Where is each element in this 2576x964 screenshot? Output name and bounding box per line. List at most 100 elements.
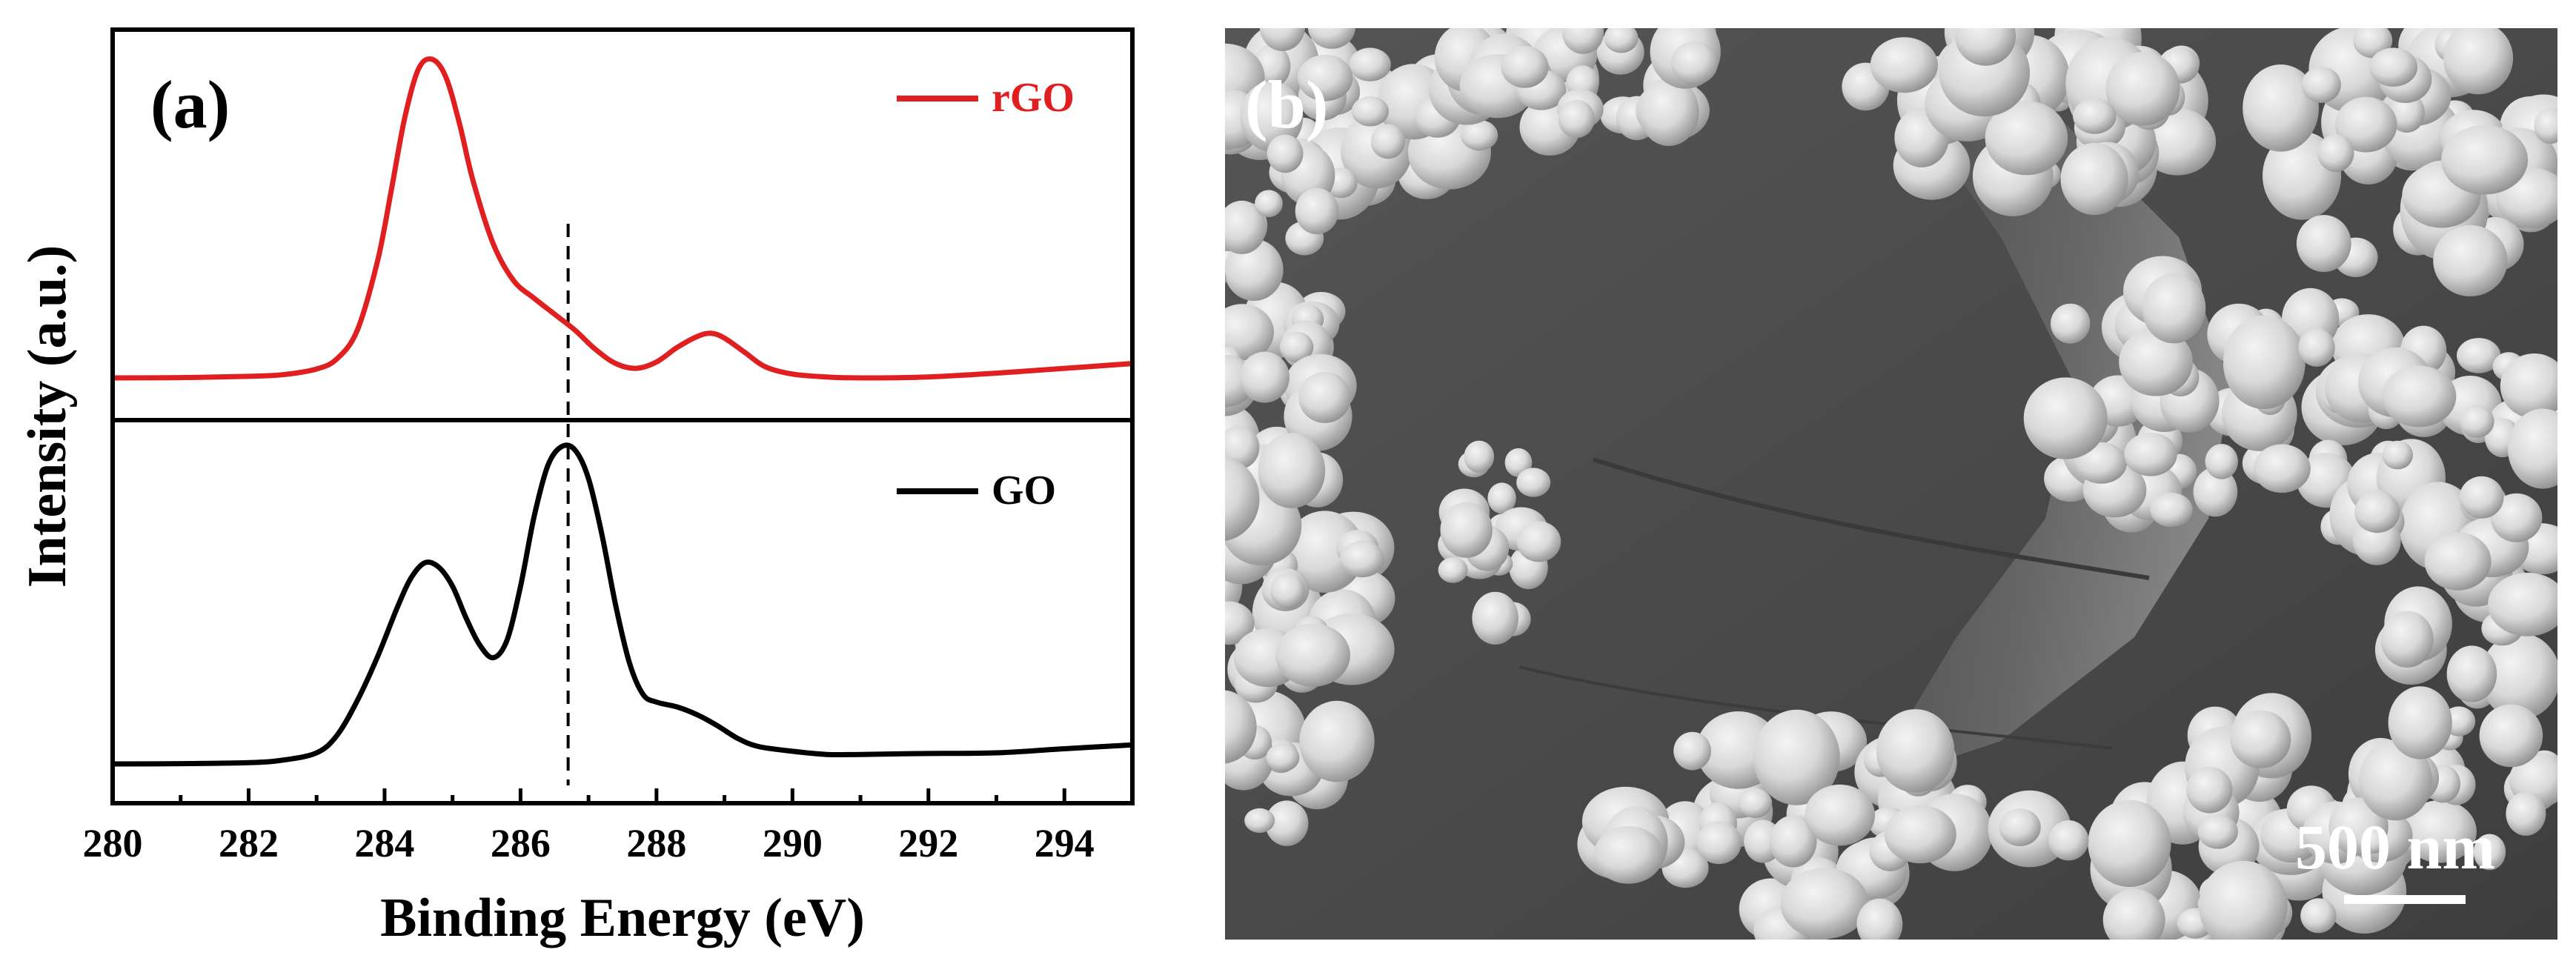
sem-particle	[2491, 493, 2543, 542]
sem-frame	[1224, 27, 2559, 941]
sem-particle	[1562, 27, 1604, 54]
panel-label-a: (a)	[150, 67, 230, 142]
sem-particle	[1224, 425, 1260, 470]
sem-particle	[2298, 328, 2335, 367]
sem-particle	[2223, 315, 2306, 410]
sem-particle	[2433, 225, 2508, 296]
sem-particle	[2253, 444, 2311, 493]
x-axis-ticks: 280 282 284 286 288 290 292 294	[83, 788, 1135, 865]
sem-particle	[1501, 46, 1549, 88]
sem-particle	[1267, 134, 1304, 173]
sem-particle	[1351, 96, 1389, 127]
scale-bar-label: 500 nm	[2295, 811, 2495, 882]
sem-particle	[1299, 700, 1375, 782]
sem-particle	[1780, 868, 1869, 940]
sem-particle	[2142, 273, 2206, 344]
sem-particle	[1464, 440, 1495, 473]
sem-particle	[1516, 468, 1551, 497]
sem-particle	[1224, 239, 1284, 301]
sem-particle	[1670, 41, 1719, 85]
scale-bar	[2344, 895, 2466, 904]
sem-particle	[2301, 67, 2341, 103]
sem-particle	[1438, 557, 1468, 583]
sem-particle	[2488, 572, 2558, 636]
sem-particle-clusters	[1224, 27, 2558, 940]
sem-particle	[1370, 124, 1405, 159]
sem-particle	[1297, 54, 1353, 102]
x-tick-label: 288	[626, 821, 686, 865]
sem-particle	[2507, 408, 2558, 489]
sem-particle	[1258, 433, 1326, 508]
sem-particle	[2382, 365, 2457, 428]
sem-particle	[1224, 456, 1260, 542]
sem-particle	[2500, 353, 2558, 419]
sem-particle	[2479, 704, 2543, 768]
sem-particle	[2446, 645, 2497, 702]
sem-particle	[1593, 825, 1664, 884]
sem-particle	[1224, 304, 1274, 361]
sem-particle	[2088, 800, 2171, 888]
sem-particle	[1738, 788, 1773, 818]
sem-particle	[1266, 743, 1300, 772]
sem-particle	[2300, 898, 2337, 934]
x-tick-label: 284	[354, 821, 414, 865]
sem-particle	[2186, 766, 2233, 814]
sem-particle	[2443, 27, 2514, 95]
panel-a-xps-chart: 280 282 284 286 288 290 292 294 rGO GO (a) Bind…	[17, 27, 1135, 948]
sem-particle	[2424, 532, 2492, 591]
sem-particle	[2023, 377, 2108, 459]
sem-particle	[1240, 351, 1289, 403]
sem-particle	[1673, 731, 1712, 771]
sem-particle	[2205, 444, 2238, 479]
sem-particle	[1339, 540, 1385, 578]
sem-particle	[2403, 800, 2477, 863]
sem-particle	[2380, 611, 2434, 668]
sem-particle	[2150, 492, 2193, 528]
x-tick-label: 282	[219, 821, 279, 865]
sem-particle	[2230, 710, 2291, 768]
sem-particle	[2473, 834, 2506, 871]
sem-particle	[1472, 591, 1518, 645]
series-line-rgo	[113, 56, 1132, 381]
sem-particle	[2296, 215, 2351, 273]
sem-particle	[1285, 511, 1365, 593]
legend-label-go: GO	[992, 468, 1056, 513]
sem-particle	[1884, 805, 1956, 864]
sem-particle	[1240, 81, 1304, 152]
sem-particle	[1307, 27, 1356, 49]
sem-particle	[1244, 808, 1275, 833]
sem-particle	[1985, 101, 2068, 176]
sem-particle	[1870, 37, 1938, 93]
series-line-go	[113, 442, 1132, 767]
sem-particle	[2119, 328, 2194, 396]
sem-particle	[2105, 52, 2180, 126]
sem-particle	[2382, 440, 2413, 470]
sem-particle	[1349, 47, 1391, 82]
legend-label-rgo: rGO	[992, 75, 1075, 121]
sem-particle	[1259, 27, 1306, 51]
sem-particle	[1298, 371, 1351, 423]
sem-particle	[1440, 502, 1493, 558]
sem-particle	[1461, 119, 1498, 151]
sem-particle	[1255, 190, 1283, 218]
x-tick-label: 290	[763, 821, 823, 865]
panel-label-b: (b)	[1245, 67, 1328, 142]
sem-particle	[2359, 739, 2432, 821]
sem-particle	[2243, 64, 2320, 152]
sem-particle	[2124, 432, 2177, 476]
sem-particle	[2051, 303, 2091, 344]
sem-particle	[2060, 142, 2128, 216]
sem-particle	[2534, 107, 2558, 144]
sem-particle	[2480, 633, 2558, 719]
x-tick-label: 292	[898, 821, 958, 865]
x-tick-label: 294	[1035, 821, 1095, 865]
x-tick-label: 280	[83, 821, 143, 865]
sem-particle	[1265, 800, 1309, 846]
sem-particle	[1999, 808, 2041, 846]
sem-particle	[1856, 898, 1903, 940]
sem-particle	[2073, 98, 2117, 134]
sem-particle	[1955, 27, 2016, 66]
sem-particle	[1558, 99, 1595, 139]
sem-particle	[1876, 709, 1955, 793]
